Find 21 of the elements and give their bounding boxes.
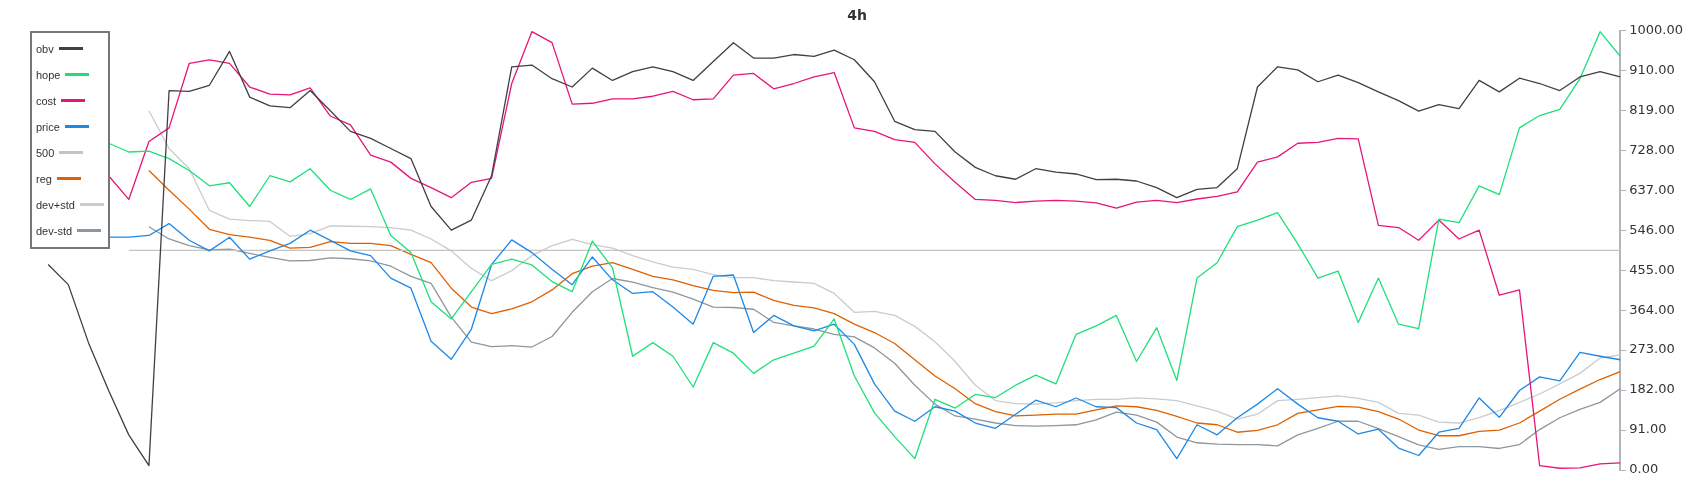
y-tick-label: 910.00 <box>1629 61 1675 77</box>
y-tick-label: 546.00 <box>1629 221 1675 237</box>
chart-title: 4h <box>847 7 867 24</box>
legend-label: dev-std <box>36 224 73 237</box>
legend-label: dev+std <box>36 198 75 211</box>
legend-label: reg <box>36 172 52 185</box>
legend-label: price <box>36 120 60 133</box>
y-tick-label: 91.00 <box>1629 421 1667 437</box>
legend-label: cost <box>36 94 57 107</box>
y-tick-label: 273.00 <box>1629 341 1675 357</box>
y-tick-label: 455.00 <box>1629 261 1675 277</box>
y-tick-label: 1000.00 <box>1629 22 1684 38</box>
y-tick-label: 364.00 <box>1629 301 1675 317</box>
y-tick-label: 0.00 <box>1629 461 1659 477</box>
legend-label: hope <box>36 68 61 81</box>
y-tick-label: 819.00 <box>1629 101 1675 117</box>
y-tick-label: 728.00 <box>1629 141 1675 157</box>
legend-label: obv <box>36 42 54 55</box>
y-tick-label: 182.00 <box>1629 381 1675 397</box>
y-tick-label: 637.00 <box>1629 181 1675 197</box>
legend-label: 500 <box>36 146 55 159</box>
